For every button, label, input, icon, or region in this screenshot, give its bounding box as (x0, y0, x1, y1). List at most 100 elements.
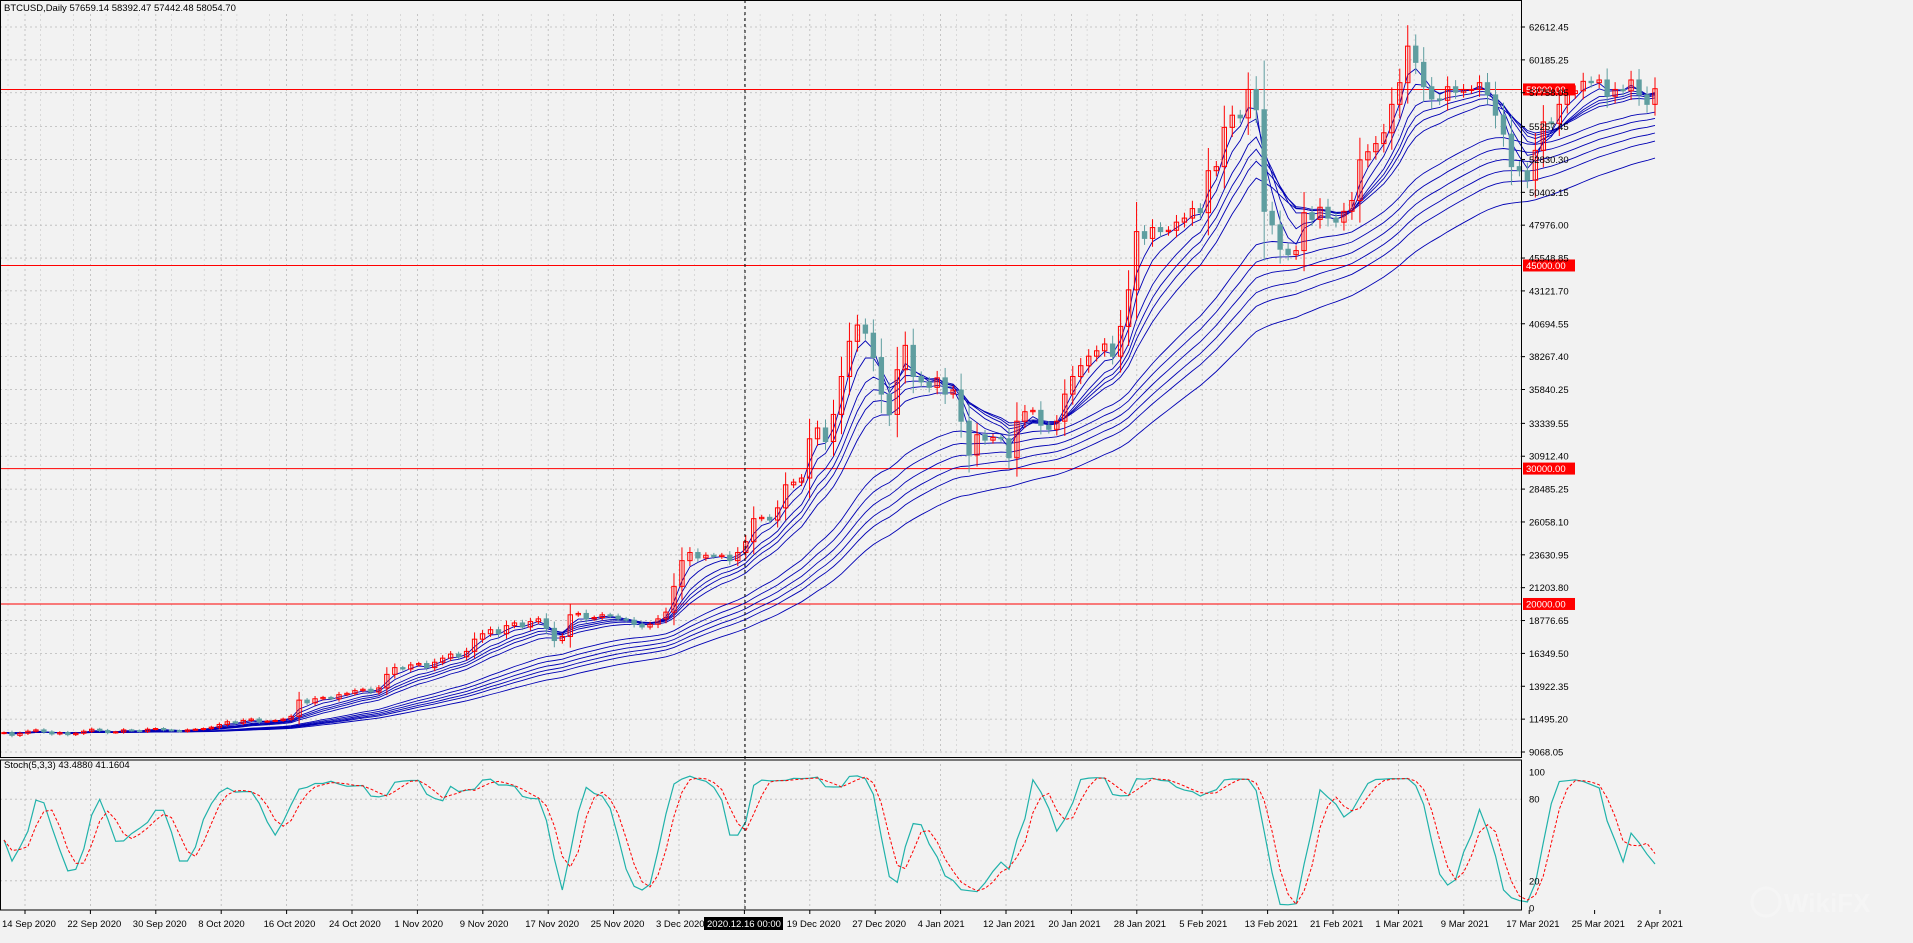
candle-body (455, 653, 462, 658)
candle-body (1253, 88, 1259, 111)
horizontal-levels: 58000.00 45000.00 30000.00 20000.00 (0, 83, 1575, 610)
candle-body (1006, 438, 1012, 459)
candle-body (998, 436, 1004, 440)
candle-body (878, 357, 885, 395)
candle-body (854, 324, 861, 342)
stoch-signal-line (3, 776, 1656, 906)
candle-body (1221, 126, 1227, 168)
candle-body (583, 612, 589, 620)
candle-body (623, 618, 629, 621)
candle-body (751, 518, 757, 543)
watermark-text: WikiFX (1784, 888, 1871, 918)
candle-body (1309, 212, 1315, 220)
candle-body (1508, 133, 1515, 168)
candle-body (288, 715, 294, 720)
x-tick-label: 13 Feb 2021 (1245, 919, 1298, 930)
x-tick-label: 12 Jan 2021 (983, 919, 1035, 930)
y-tick-label: 11495.20 (1529, 715, 1568, 726)
x-tick-label: 27 Dec 2020 (852, 919, 906, 930)
candle-body (1476, 82, 1483, 90)
candle-body (1644, 94, 1650, 105)
stoch-main-line (3, 775, 1656, 906)
candle-body (1125, 289, 1132, 327)
moving-averages (3, 67, 1656, 735)
candle-body (1397, 82, 1403, 105)
candle-body (1564, 93, 1570, 105)
candle-body (200, 728, 207, 731)
x-tick-label: 30 Sep 2020 (133, 919, 187, 930)
x-tick-label: 28 Jan 2021 (1114, 919, 1166, 930)
candle-body (567, 614, 573, 637)
x-tick-label: 24 Oct 2020 (329, 919, 381, 930)
candle-body (1436, 98, 1443, 101)
candle-body (806, 438, 813, 479)
candle-body (1189, 208, 1196, 219)
candle-body (256, 718, 262, 723)
candle-body (264, 720, 270, 723)
candle-body (160, 728, 167, 731)
candle-body (208, 726, 215, 730)
candle-body (1365, 151, 1371, 161)
candle-body (1620, 88, 1626, 92)
candle-body (73, 732, 79, 736)
level-badge (1523, 597, 1575, 610)
candle-body (89, 728, 95, 732)
candle-body (296, 699, 302, 717)
candle-body (519, 622, 526, 628)
candle-body (41, 729, 47, 733)
x-tick-label: 9 Nov 2020 (460, 919, 509, 930)
candle-body (655, 618, 661, 625)
candle-body (926, 381, 932, 388)
y-tick-label: 30912.40 (1529, 452, 1569, 463)
crosshair-date-label: 2020.12.16 00:00 (707, 919, 781, 930)
candle-body (559, 635, 566, 642)
candle-body (814, 427, 821, 440)
x-tick-label: 16 Oct 2020 (264, 919, 316, 930)
candle-body (1229, 114, 1235, 128)
candle-body (711, 554, 717, 558)
x-tick-label: 9 Mar 2021 (1441, 919, 1489, 930)
candle-body (902, 344, 908, 371)
candle-body (886, 393, 893, 415)
candle-body (176, 730, 183, 733)
ema-line (3, 67, 1656, 735)
candle-body (1556, 103, 1562, 124)
candle-body (432, 661, 438, 669)
ema-line (3, 95, 1656, 734)
y-tick-label: 21203.80 (1529, 583, 1569, 594)
y-tick-label: 16349.50 (1529, 649, 1569, 660)
y-tick-label: 9068.05 (1529, 748, 1563, 759)
candle-body (17, 732, 23, 736)
candle-body (136, 730, 143, 733)
x-tick-label: 3 Dec 2020 (656, 919, 705, 930)
candle-body (1532, 149, 1539, 181)
candle-body (1588, 80, 1594, 84)
candle-body (1572, 90, 1578, 95)
candle-body (966, 420, 972, 456)
candle-body (240, 719, 246, 724)
candle-body (144, 728, 151, 732)
y-tick-label: 62612.45 (1529, 23, 1569, 34)
candle-body (1428, 86, 1435, 100)
candle-body (1269, 210, 1275, 226)
ema-line (3, 157, 1656, 734)
candle-body (112, 731, 119, 734)
candle-body (120, 729, 127, 733)
candle-body (97, 728, 103, 732)
candle-body (1261, 109, 1267, 212)
candle-body (1285, 248, 1291, 256)
y-tick-label: 33339.55 (1529, 419, 1569, 430)
candle-body (862, 324, 869, 334)
candle-body (942, 377, 948, 395)
candle-body (1213, 166, 1220, 172)
candle-body (416, 663, 422, 666)
candle-body (1604, 79, 1610, 97)
candle-body (487, 629, 494, 635)
x-tick-label: 1 Nov 2020 (394, 919, 443, 930)
candle-body (1237, 114, 1243, 119)
candle-body (1022, 411, 1028, 422)
candle-body (1500, 114, 1507, 135)
candle-body (1468, 88, 1475, 91)
